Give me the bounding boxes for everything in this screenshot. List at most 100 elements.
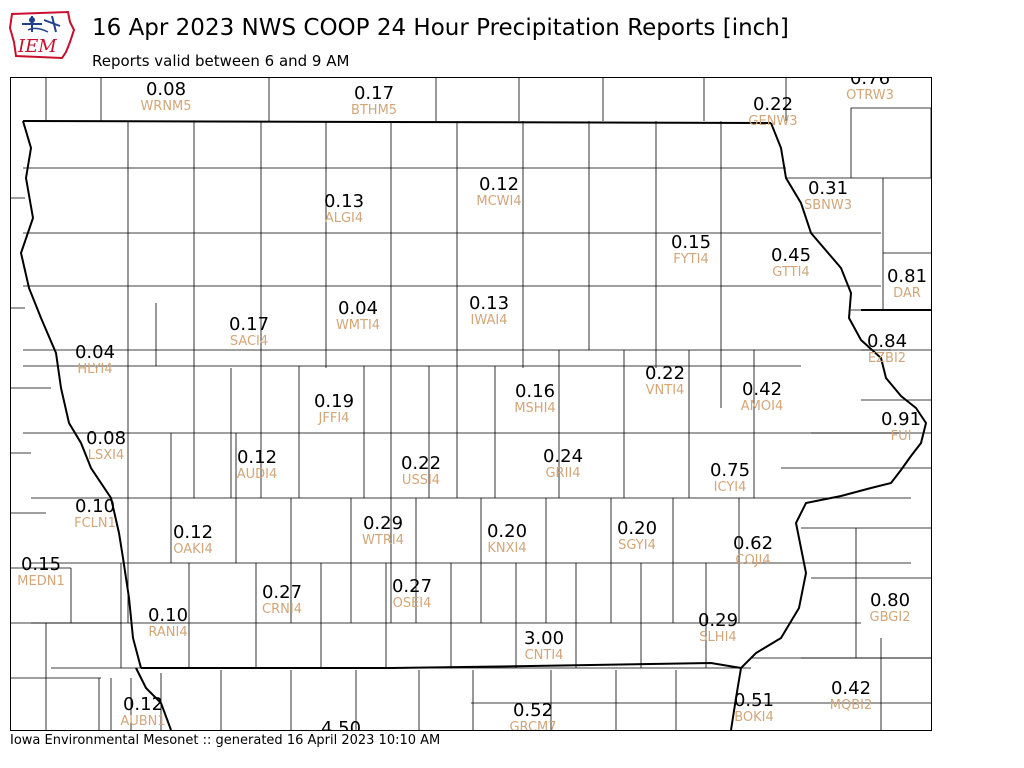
station-id: OTRW3 xyxy=(846,88,894,103)
precip-value: 0.27 xyxy=(261,582,303,603)
precip-value: 0.42 xyxy=(830,678,872,699)
station-id: WRNM5 xyxy=(140,99,192,114)
station-report: 0.51 BOKI4 xyxy=(733,690,775,725)
precip-value: 0.20 xyxy=(486,521,528,542)
station-report: 0.08 WRNM5 xyxy=(140,79,192,114)
precip-value: 0.12 xyxy=(172,522,214,543)
station-report: 0.29 SLHI4 xyxy=(697,610,739,645)
station-id: DAR xyxy=(893,286,921,301)
precip-value: 0.08 xyxy=(85,428,127,449)
precip-value: 0.80 xyxy=(869,590,911,611)
station-report: 0.42 MQBI2 xyxy=(829,678,873,713)
station-id: VNTI4 xyxy=(645,383,685,398)
page-title: 16 Apr 2023 NWS COOP 24 Hour Precipitati… xyxy=(92,15,789,41)
logo-text: IEM xyxy=(17,36,57,57)
station-report: 0.13 IWAI4 xyxy=(468,293,510,328)
station-id: GRII4 xyxy=(545,466,581,481)
station-id: SGYI4 xyxy=(618,538,656,553)
station-id: CRNI4 xyxy=(262,602,302,617)
station-id: JFFI4 xyxy=(318,411,350,426)
station-report: 0.12 AUDI4 xyxy=(236,447,278,482)
station-report: 0.42 AMOI4 xyxy=(741,381,783,414)
precip-value: 0.22 xyxy=(644,363,686,384)
station-report: 0.22 USSI4 xyxy=(400,453,442,488)
station-report: 0.22 VNTI4 xyxy=(644,363,686,398)
precip-value: 0.08 xyxy=(145,79,187,100)
station-report: 0.76 OTRW3 xyxy=(846,77,894,103)
station-id: IWAI4 xyxy=(470,313,508,328)
station-id: SACI4 xyxy=(229,334,269,349)
station-report: 0.31 SBNW3 xyxy=(804,178,852,213)
precip-value: 0.04 xyxy=(74,342,116,363)
station-id: LSXI4 xyxy=(87,448,125,463)
precip-value: 0.13 xyxy=(323,191,365,212)
station-id: OSEI4 xyxy=(392,596,432,611)
station-id: FYTI4 xyxy=(673,252,709,267)
station-report: 0.15 MEDN1 xyxy=(17,554,65,589)
station-report: 0.52 GRCM7 xyxy=(509,702,556,731)
precip-value: 0.51 xyxy=(733,690,775,711)
precip-value: 0.10 xyxy=(74,496,116,517)
station-report: 0.12 AUBN1 xyxy=(120,694,166,729)
station-report: 0.10 RANI4 xyxy=(148,607,188,640)
precip-value: 0.16 xyxy=(514,381,556,402)
station-report: 0.80 GBGI2 xyxy=(869,590,911,625)
station-id: CNTI4 xyxy=(524,648,564,663)
station-report: 0.84 EZBI2 xyxy=(867,333,907,366)
station-report: 0.81 DAR xyxy=(886,266,928,301)
station-report: 0.27 CRNI4 xyxy=(261,582,303,617)
precip-value: 0.22 xyxy=(400,453,442,474)
station-report: 0.24 GRII4 xyxy=(543,448,583,481)
precipitation-map: 0.08 WRNM5 0.17 BTHM5 0.22 GENW3 0.76 OTRW3 0.13… xyxy=(10,77,932,731)
precip-value: 0.91 xyxy=(880,409,922,430)
station-report: 0.17 SACI4 xyxy=(228,314,270,349)
station-id: GBGI2 xyxy=(869,610,911,625)
precip-value: 0.13 xyxy=(468,293,510,314)
station-report: 0.12 MCWI4 xyxy=(476,174,522,209)
precip-value: 0.29 xyxy=(697,610,739,631)
station-id: ALGI4 xyxy=(324,211,364,226)
station-id: RANI4 xyxy=(148,625,188,640)
station-report: 0.10 FCLN1 xyxy=(74,496,116,531)
precip-value: 0.15 xyxy=(20,554,62,575)
station-report: 0.04 HLYI4 xyxy=(74,342,116,377)
page-subtitle: Reports valid between 6 and 9 AM xyxy=(92,52,350,70)
station-report: 0.12 OAKI4 xyxy=(172,522,214,557)
precip-value: 0.27 xyxy=(391,576,433,597)
station-id: MEDN1 xyxy=(17,574,65,589)
precip-value: 0.15 xyxy=(670,232,712,253)
precip-value: 0.75 xyxy=(709,460,751,481)
precip-value: 0.12 xyxy=(236,447,278,468)
station-id: USSI4 xyxy=(401,473,441,488)
station-id: GTTI4 xyxy=(772,265,810,280)
station-report: 0.22 GENW3 xyxy=(748,96,797,129)
station-id: EZBI2 xyxy=(867,351,907,366)
station-id: MCWI4 xyxy=(476,194,522,209)
station-id: MQBI2 xyxy=(829,698,873,713)
station-report: 3.00 CNTI4 xyxy=(524,630,564,663)
station-id: ICYI4 xyxy=(713,480,747,495)
station-report: 0.16 MSHI4 xyxy=(514,381,556,416)
precip-value: 0.12 xyxy=(122,694,164,715)
station-report: 0.20 SGYI4 xyxy=(617,520,657,553)
station-id: OAKI4 xyxy=(173,542,213,557)
station-report: 0.13 ALGI4 xyxy=(323,191,365,226)
station-id: BOKI4 xyxy=(734,710,774,725)
precip-value: 0.81 xyxy=(886,266,928,287)
precip-value: 0.12 xyxy=(478,174,520,195)
precip-value: 0.62 xyxy=(732,533,774,554)
station-id: AUBN1 xyxy=(120,714,166,729)
precip-value: 0.29 xyxy=(362,513,404,534)
precip-value: 0.76 xyxy=(849,77,891,89)
precip-value: 0.19 xyxy=(313,391,355,412)
precip-value: 0.17 xyxy=(228,314,270,335)
station-id: FUI xyxy=(890,429,912,444)
station-id: FCLN1 xyxy=(74,516,116,531)
station-id: BTHM5 xyxy=(350,103,398,118)
precip-value: 0.31 xyxy=(807,178,849,199)
station-report: 0.91 FUI xyxy=(880,409,922,444)
station-id: SLHI4 xyxy=(699,630,737,645)
station-report: 0.62 COJI4 xyxy=(732,533,774,568)
map-boundaries xyxy=(11,78,931,730)
station-report: 0.17 BTHM5 xyxy=(350,85,398,118)
